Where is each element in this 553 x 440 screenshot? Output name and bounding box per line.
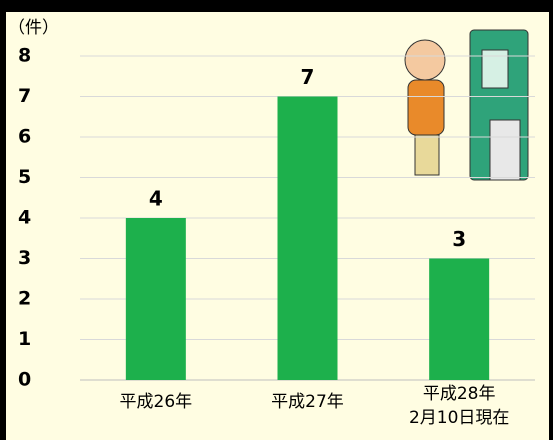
y-tick-label: 7 — [18, 85, 31, 107]
y-axis-label: （件） — [8, 18, 59, 38]
y-tick-label: 1 — [18, 328, 31, 350]
y-tick-label: 2 — [18, 288, 31, 310]
bar — [429, 259, 489, 381]
y-tick-label: 5 — [18, 166, 31, 188]
y-tick-label: 4 — [18, 207, 31, 229]
value-label: 7 — [301, 65, 315, 89]
value-label: 4 — [149, 187, 163, 211]
y-tick-label: 8 — [18, 45, 31, 67]
y-tick-label: 6 — [18, 126, 31, 148]
y-tick-label: 0 — [18, 369, 31, 391]
left-border — [0, 0, 6, 440]
x-tick-label: 平成26年 — [120, 392, 193, 412]
top-border — [0, 0, 553, 12]
y-tick-label: 3 — [18, 247, 31, 269]
chart: （件） 0 1 2 3 4 5 6 7 8 平成26年 4 平成27年 7 平成28年2月10日現在 3 — [0, 0, 553, 440]
x-tick-label: 平成27年 — [271, 392, 344, 412]
value-label: 3 — [452, 227, 466, 251]
illustration — [405, 30, 528, 180]
right-border — [549, 0, 553, 440]
bar — [126, 218, 186, 380]
bar — [278, 97, 338, 381]
